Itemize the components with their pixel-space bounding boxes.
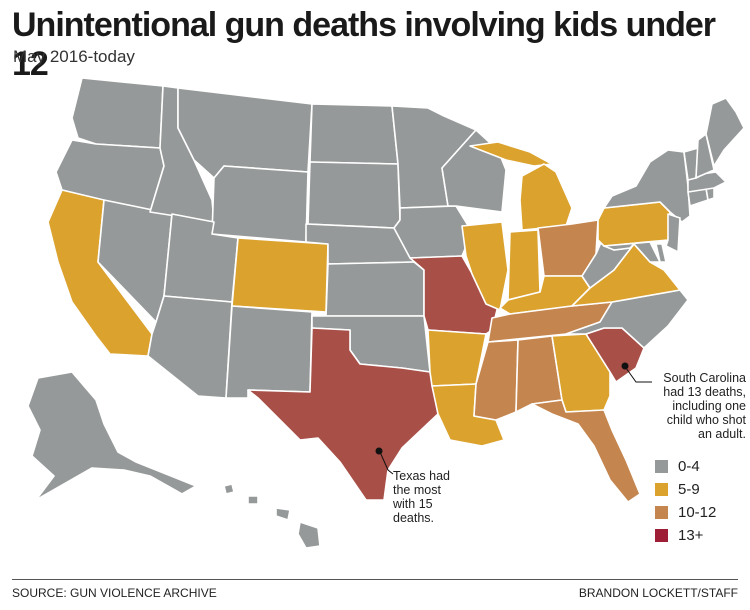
state-maryland[interactable] (603, 241, 661, 263)
legend-label: 5-9 (678, 480, 700, 498)
state-wyoming[interactable] (211, 165, 309, 243)
legend-swatch (655, 505, 668, 519)
legend-item-13-plus: 13+ (655, 524, 716, 546)
state-kansas[interactable] (325, 261, 425, 317)
sc-leader-line (625, 367, 652, 383)
state-new-mexico[interactable] (225, 305, 313, 399)
state-hawaii-oahu[interactable] (247, 495, 259, 505)
map-subtitle: May 2016-today (13, 47, 135, 66)
legend-swatch (655, 528, 668, 542)
state-iowa[interactable] (393, 205, 473, 259)
state-hawaii-maui[interactable] (275, 507, 291, 521)
tx-leader-line (379, 451, 394, 475)
state-florida[interactable] (531, 399, 641, 503)
state-texas[interactable] (247, 327, 439, 501)
legend-swatch (655, 482, 668, 496)
legend-label: 13+ (678, 526, 704, 544)
state-new-jersey[interactable] (665, 213, 681, 253)
state-maine[interactable] (705, 97, 745, 167)
state-north-dakota[interactable] (309, 103, 399, 165)
legend-item-0-4: 0-4 (655, 455, 716, 477)
footer-divider (12, 579, 738, 580)
tx-marker (375, 447, 383, 455)
state-alaska[interactable] (27, 371, 197, 501)
state-pennsylvania[interactable] (597, 201, 671, 247)
state-michigan[interactable] (519, 163, 573, 231)
state-new-hampshire[interactable] (695, 133, 715, 179)
source-credit: SOURCE: GUN VIOLENCE ARCHIVE (12, 586, 217, 600)
state-michigan-upper[interactable] (469, 141, 553, 167)
state-washington[interactable] (71, 77, 164, 149)
legend-label: 0-4 (678, 457, 700, 475)
state-indiana[interactable] (507, 229, 541, 301)
legend-item-10-12: 10-12 (655, 501, 716, 523)
legend-swatch (655, 459, 668, 473)
map-title: Unintentional gun deaths involving kids … (12, 6, 716, 83)
state-colorado[interactable] (231, 237, 329, 313)
state-hawaii-kauai[interactable] (223, 483, 235, 495)
legend-label: 10-12 (678, 503, 717, 521)
texas-annotation: Texas had the most with 15 deaths. (393, 469, 450, 525)
state-arizona[interactable] (147, 295, 233, 399)
state-illinois[interactable] (461, 221, 509, 311)
leader-lines (379, 367, 652, 475)
legend-item-5-9: 5-9 (655, 478, 716, 500)
author-credit: BRANDON LOCKETT/STAFF (578, 586, 738, 600)
sc-marker (621, 362, 629, 370)
south-carolina-annotation: South Carolina had 13 deaths, including … (663, 371, 746, 441)
legend: 0-4 5-9 10-12 13+ (655, 455, 716, 547)
state-hawaii-main[interactable] (297, 521, 321, 549)
state-delaware[interactable] (655, 243, 667, 263)
state-south-dakota[interactable] (307, 161, 401, 229)
state-montana[interactable] (177, 87, 313, 179)
